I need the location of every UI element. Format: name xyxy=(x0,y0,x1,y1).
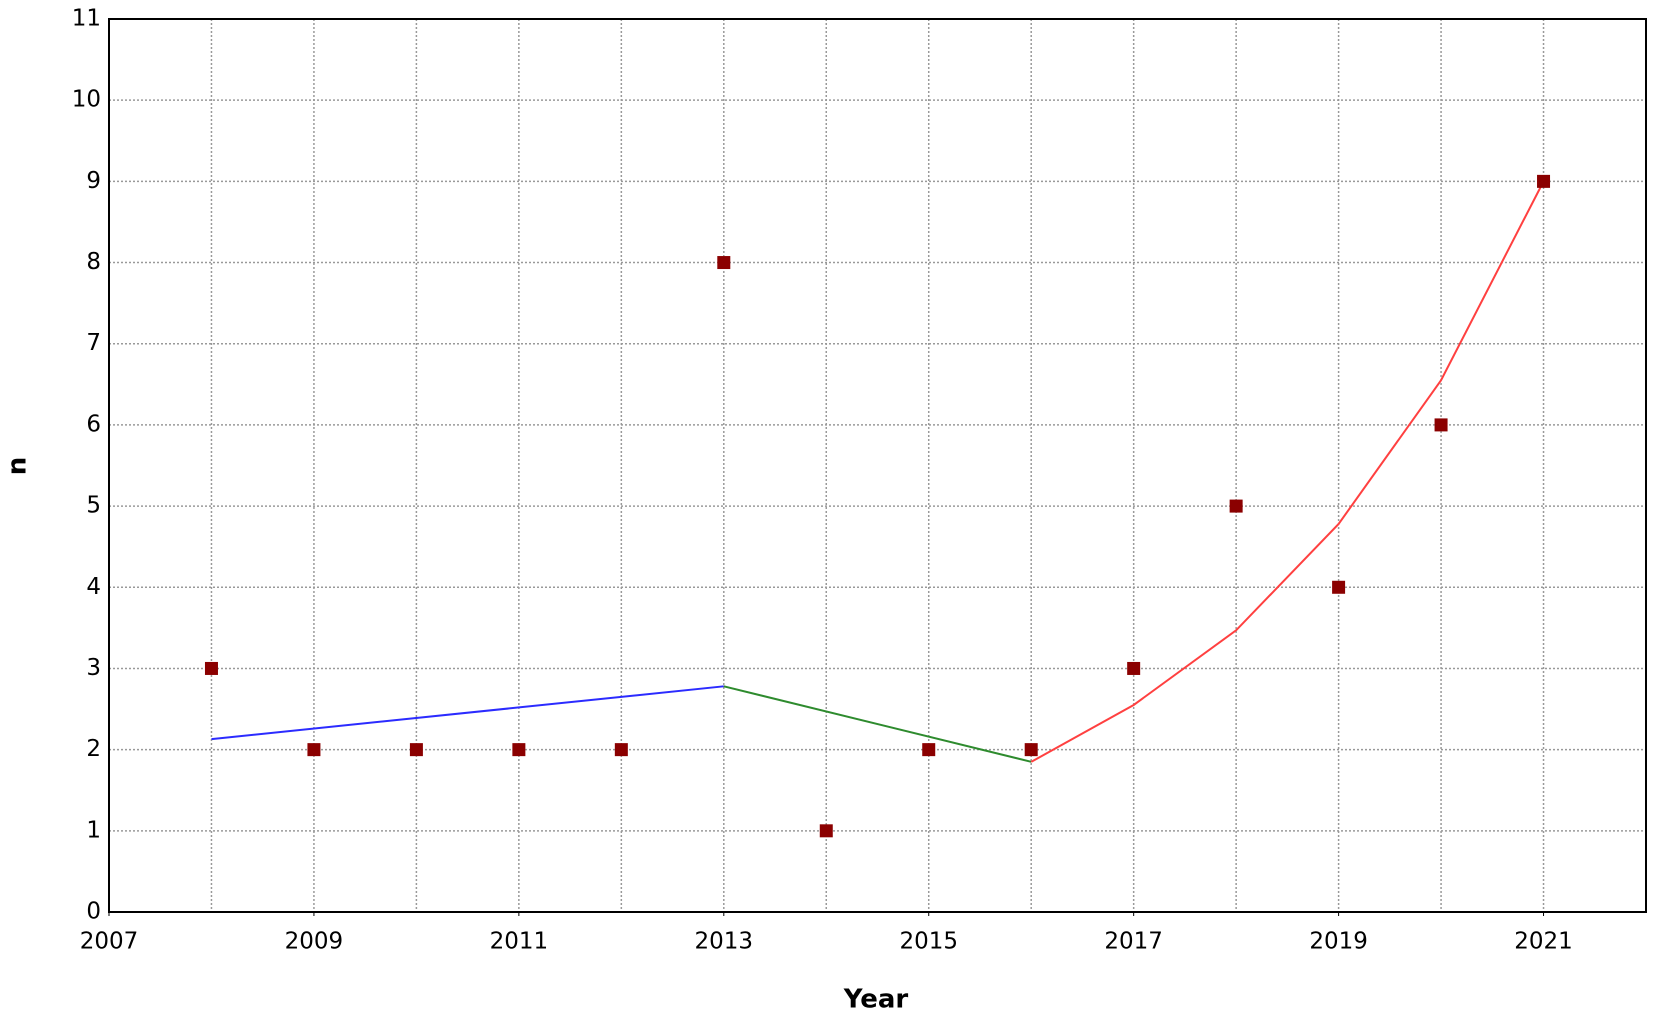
y-tick-label: 10 xyxy=(72,87,101,113)
x-axis-title: Year xyxy=(843,985,909,1015)
y-tick-label: 7 xyxy=(86,330,101,356)
trend-line xyxy=(723,685,1032,763)
data-point xyxy=(1229,499,1243,513)
trend-line xyxy=(1030,180,1545,763)
x-tick-label: 2017 xyxy=(1104,929,1163,955)
y-tick-label: 0 xyxy=(86,899,101,925)
x-tick-label: 2007 xyxy=(80,929,139,955)
y-tick-label: 3 xyxy=(86,655,101,681)
data-point xyxy=(614,743,628,757)
x-tick-label: 2009 xyxy=(285,929,344,955)
data-point xyxy=(1127,661,1141,675)
y-tick-label: 8 xyxy=(86,249,101,275)
y-tick-label: 4 xyxy=(86,574,101,600)
data-point xyxy=(512,743,526,757)
x-tick-label: 2021 xyxy=(1514,929,1573,955)
y-tick-label: 2 xyxy=(86,736,101,762)
y-axis-title: n xyxy=(3,457,33,476)
data-point xyxy=(1537,174,1551,188)
x-tick-label: 2015 xyxy=(899,929,958,955)
y-tick-label: 1 xyxy=(86,817,101,843)
plot-frame xyxy=(108,18,1647,913)
x-tick-label: 2013 xyxy=(695,929,754,955)
data-point xyxy=(922,743,936,757)
data-point xyxy=(307,743,321,757)
y-tick-label: 11 xyxy=(72,6,101,32)
x-tick-label: 2019 xyxy=(1309,929,1368,955)
data-point xyxy=(1434,418,1448,432)
trend-line xyxy=(211,685,724,741)
x-tick-label: 2011 xyxy=(490,929,549,955)
data-point xyxy=(717,256,731,270)
data-point xyxy=(819,824,833,838)
data-point xyxy=(1024,743,1038,757)
y-tick-label: 6 xyxy=(86,411,101,437)
y-tick-label: 9 xyxy=(86,168,101,194)
data-point xyxy=(204,661,218,675)
y-tick-label: 5 xyxy=(86,493,101,519)
data-point xyxy=(409,743,423,757)
data-point xyxy=(1332,580,1346,594)
